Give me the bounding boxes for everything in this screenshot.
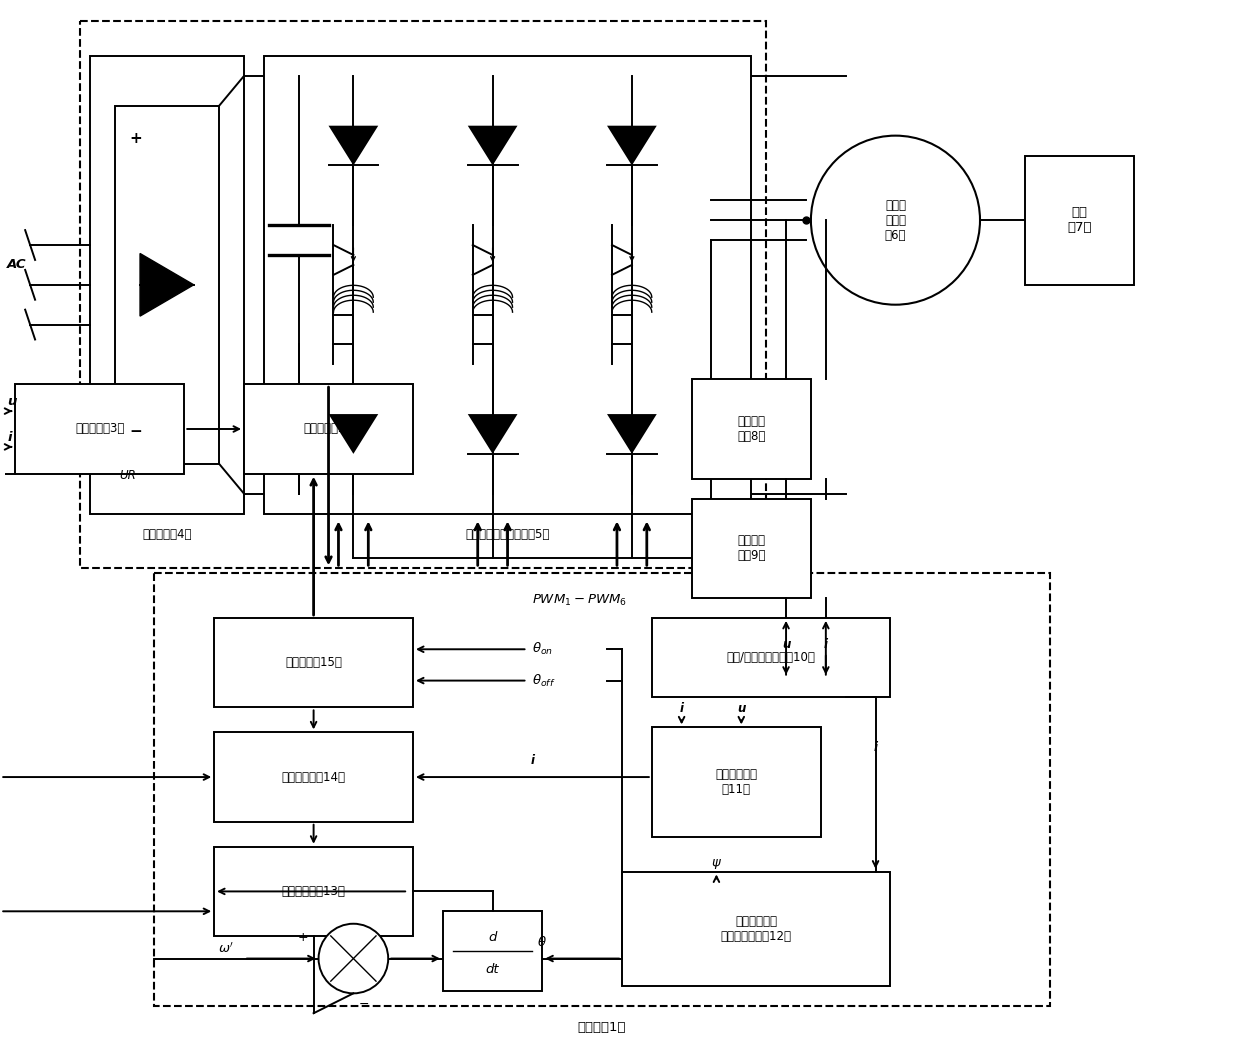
- Bar: [244, 384, 413, 473]
- Text: i: i: [873, 741, 878, 754]
- Bar: [264, 56, 751, 514]
- Text: $PWM_1-PWM_6$: $PWM_1-PWM_6$: [532, 593, 627, 608]
- Text: 换相逻辑（15）: 换相逻辑（15）: [285, 656, 342, 670]
- Text: −: −: [130, 424, 143, 439]
- Bar: [443, 911, 542, 991]
- Text: −: −: [358, 999, 370, 1011]
- Text: 控制器（1）: 控制器（1）: [578, 1020, 626, 1034]
- Text: i: i: [680, 703, 683, 715]
- Bar: [622, 872, 890, 986]
- Polygon shape: [608, 126, 657, 165]
- Text: $\psi$: $\psi$: [711, 856, 722, 871]
- Bar: [155, 573, 1049, 1006]
- Text: 开关磁
阻电机
（6）: 开关磁 阻电机 （6）: [884, 198, 906, 242]
- Text: +: +: [298, 931, 309, 945]
- Text: 驱动电路（2）: 驱动电路（2）: [304, 422, 353, 436]
- Text: 保护电路（3）: 保护电路（3）: [76, 422, 124, 436]
- Text: $\omega'$: $\omega'$: [218, 941, 234, 956]
- Text: i: i: [823, 637, 828, 651]
- Bar: [89, 56, 244, 514]
- Text: UR: UR: [119, 469, 136, 482]
- Text: 三相不对称桥式电路（5）: 三相不对称桥式电路（5）: [465, 528, 549, 542]
- Polygon shape: [467, 414, 517, 454]
- Text: 整流电路（4）: 整流电路（4）: [143, 528, 192, 542]
- Bar: [692, 379, 811, 479]
- Text: u: u: [7, 395, 16, 408]
- Text: dt: dt: [486, 963, 500, 976]
- Polygon shape: [329, 414, 378, 454]
- Circle shape: [811, 136, 980, 305]
- Text: 电压传感
器（8）: 电压传感 器（8）: [737, 415, 765, 443]
- Bar: [15, 384, 185, 473]
- Text: 开光磁阻电机
神经网络模型（12）: 开光磁阻电机 神经网络模型（12）: [720, 914, 791, 943]
- Text: i: i: [7, 431, 11, 444]
- Polygon shape: [467, 126, 517, 165]
- Text: i: i: [531, 755, 534, 767]
- Text: d: d: [489, 931, 497, 945]
- Polygon shape: [329, 126, 378, 165]
- Circle shape: [319, 924, 388, 993]
- Bar: [79, 21, 766, 568]
- Text: +: +: [130, 131, 143, 145]
- Bar: [215, 732, 413, 822]
- Bar: [652, 618, 890, 698]
- Text: AC: AC: [7, 258, 27, 271]
- Bar: [692, 498, 811, 598]
- Bar: [215, 847, 413, 936]
- Bar: [652, 728, 821, 837]
- Text: 电流传感
器（9）: 电流传感 器（9）: [737, 535, 765, 563]
- Polygon shape: [608, 414, 657, 454]
- Text: $\theta_{on}$: $\theta_{on}$: [532, 641, 553, 657]
- Text: 电流调节器（14）: 电流调节器（14）: [281, 770, 346, 784]
- Bar: [1024, 156, 1135, 284]
- Bar: [215, 618, 413, 708]
- Text: u: u: [737, 703, 745, 715]
- Text: $\theta_{off}$: $\theta_{off}$: [532, 673, 556, 688]
- Bar: [114, 106, 219, 464]
- Text: 磁链计算模块
（11）: 磁链计算模块 （11）: [715, 768, 758, 796]
- Text: 负载
（7）: 负载 （7）: [1068, 207, 1091, 235]
- Polygon shape: [140, 253, 193, 317]
- Text: 速度调节器（13）: 速度调节器（13）: [281, 885, 346, 898]
- Text: $\theta$: $\theta$: [537, 934, 547, 949]
- Text: u: u: [782, 637, 790, 651]
- Text: 电压/电流采样模块（10）: 电压/电流采样模块（10）: [727, 651, 816, 664]
